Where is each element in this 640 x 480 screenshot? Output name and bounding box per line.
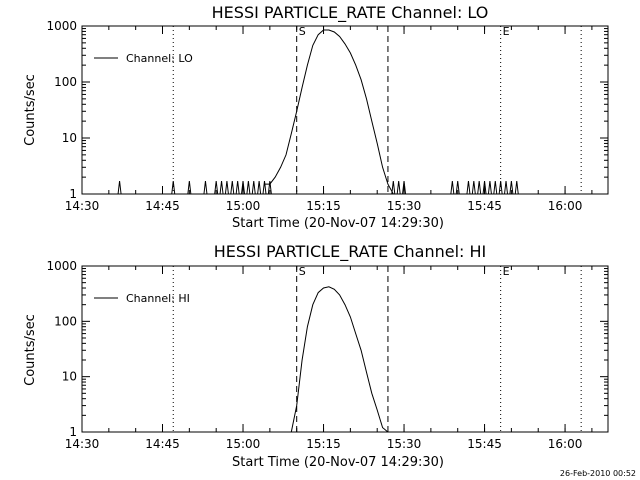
y-tick-label: 10	[62, 370, 77, 384]
y-tick-label: 10	[62, 131, 77, 145]
data-spike	[230, 180, 235, 195]
x-tick-label: 14:45	[145, 437, 180, 451]
data-line	[290, 286, 389, 433]
data-spike	[466, 180, 471, 195]
data-spike	[187, 180, 192, 195]
plot-lo-ylabel: Counts/sec	[23, 74, 38, 146]
plot-frame	[81, 25, 609, 195]
data-spike	[493, 180, 498, 195]
plot-hi-title: HESSI PARTICLE_RATE Channel: HI	[214, 242, 487, 262]
x-tick-label: 15:30	[387, 199, 422, 213]
x-tick-label: 15:45	[467, 199, 502, 213]
plot-hi-legend-label: Channel: HI	[126, 292, 190, 305]
data-spike	[487, 180, 492, 195]
x-tick-label: 14:30	[65, 437, 100, 451]
x-tick-label: 16:00	[548, 199, 583, 213]
data-spike	[402, 180, 407, 195]
x-tick-label: 14:30	[65, 199, 100, 213]
data-spike	[498, 180, 503, 195]
x-tick-label: 15:30	[387, 437, 422, 451]
data-spike	[471, 180, 476, 195]
plot-hi-ylabel: Counts/sec	[23, 314, 38, 386]
x-tick-label: 15:00	[226, 199, 261, 213]
data-spike	[262, 180, 267, 195]
data-spike	[514, 180, 519, 195]
plot-hi: HESSI PARTICLE_RATE Channel: HI Start Ti…	[23, 242, 609, 470]
vline-label: S	[299, 265, 306, 278]
data-spike	[246, 180, 251, 195]
plot-lo-data: 14:30 14:45 15:00 15:15 15:30 15:45 16:00 1 10 10…	[46, 19, 609, 213]
plot-lo-title: HESSI PARTICLE_RATE Channel: LO	[212, 3, 489, 23]
data-spike	[214, 180, 219, 195]
data-spike	[482, 180, 487, 195]
data-spike	[504, 180, 509, 195]
y-tick-label: 1000	[46, 19, 77, 33]
data-spike	[224, 180, 229, 195]
vline-label: S	[299, 25, 306, 38]
x-tick-label: 14:45	[145, 199, 180, 213]
data-spike	[509, 180, 514, 195]
vline-label: E	[503, 25, 510, 38]
plot-lo: HESSI PARTICLE_RATE Channel: LO Start Ti…	[23, 3, 609, 231]
data-spike	[219, 180, 224, 195]
y-tick-label: 100	[54, 314, 77, 328]
data-spike	[235, 180, 240, 195]
x-tick-label: 16:00	[548, 437, 583, 451]
x-tick-label: 15:15	[306, 437, 341, 451]
data-spike	[396, 180, 401, 195]
data-spike	[391, 180, 396, 195]
data-spike	[241, 180, 246, 195]
data-spike	[251, 180, 256, 195]
data-spike	[477, 180, 482, 195]
data-spike	[171, 180, 176, 195]
data-spike	[257, 180, 262, 195]
plot-frame	[81, 265, 609, 433]
plot-hi-xlabel: Start Time (20-Nov-07 14:29:30)	[232, 455, 444, 470]
plot-hi-data: 14:30 14:45 15:00 15:15 15:30 15:45 16:00 1 10 10…	[46, 259, 609, 451]
x-tick-label: 15:45	[467, 437, 502, 451]
data-line	[264, 29, 394, 195]
data-spike	[267, 180, 272, 195]
data-spike	[455, 180, 460, 195]
y-tick-label: 1000	[46, 259, 77, 273]
data-spike	[117, 180, 122, 195]
x-tick-label: 15:00	[226, 437, 261, 451]
data-spike	[450, 180, 455, 195]
y-tick-label: 100	[54, 75, 77, 89]
vline-label: E	[503, 265, 510, 278]
y-tick-label: 1	[69, 187, 77, 201]
y-tick-label: 1	[69, 425, 77, 439]
plot-lo-legend-label: Channel: LO	[126, 52, 193, 65]
x-tick-label: 15:15	[306, 199, 341, 213]
footer-timestamp: 26-Feb-2010 00:52	[560, 469, 636, 478]
plot-lo-xlabel: Start Time (20-Nov-07 14:29:30)	[232, 216, 444, 231]
data-spike	[203, 180, 208, 195]
